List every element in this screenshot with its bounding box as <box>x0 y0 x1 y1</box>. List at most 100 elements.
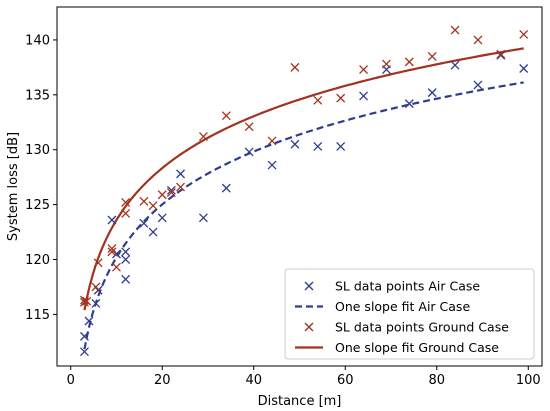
x-tick-label: 0 <box>67 373 75 388</box>
y-axis: 115 120 125 130 135 140 <box>25 33 57 323</box>
x-axis-label: Distance [m] <box>258 394 342 409</box>
data-point <box>473 80 483 90</box>
data-point <box>107 215 117 225</box>
data-point-stroke <box>221 183 231 193</box>
data-point <box>267 136 277 146</box>
data-point <box>450 60 460 70</box>
data-point-stroke <box>381 59 391 69</box>
data-point-stroke <box>107 247 117 257</box>
data-point-stroke <box>496 50 506 60</box>
data-point <box>381 59 391 69</box>
data-point <box>121 274 131 284</box>
data-point <box>359 65 369 75</box>
series-line <box>83 47 524 311</box>
data-point-stroke <box>336 141 346 151</box>
data-point-stroke <box>121 274 131 284</box>
data-point <box>148 201 158 211</box>
x-tick-label: 40 <box>245 373 262 388</box>
data-point-stroke <box>166 188 176 197</box>
data-point <box>473 35 483 45</box>
data-point-stroke <box>91 298 101 308</box>
data-point-stroke <box>404 57 414 67</box>
data-point <box>336 93 346 103</box>
data-point-stroke <box>450 60 460 70</box>
data-point-stroke <box>359 65 369 75</box>
plot-area <box>79 25 529 357</box>
data-point <box>107 244 117 253</box>
data-point <box>450 25 460 35</box>
data-point-stroke <box>290 62 300 72</box>
data-point-stroke <box>519 64 529 73</box>
data-point <box>139 196 149 206</box>
data-point-stroke <box>198 213 208 223</box>
legend-item: One slope fit Air Case <box>295 299 470 314</box>
data-point <box>496 49 506 59</box>
data-point <box>198 132 208 142</box>
data-point-stroke <box>313 95 323 105</box>
x-tick-label: 80 <box>428 373 445 388</box>
data-point-stroke <box>82 296 92 306</box>
data-point-stroke <box>267 136 277 146</box>
data-point <box>79 297 89 307</box>
legend-item: SL data points Air Case <box>304 279 480 294</box>
data-point <box>427 88 437 98</box>
data-point <box>244 147 254 157</box>
data-point <box>91 298 101 308</box>
data-point <box>496 50 506 60</box>
data-point-stroke <box>496 49 506 59</box>
data-point-stroke <box>473 80 483 90</box>
data-point <box>107 247 117 257</box>
data-point-stroke <box>221 111 231 121</box>
x-tick-label: 100 <box>516 373 541 388</box>
legend-item: SL data points Ground Case <box>304 320 509 335</box>
data-point <box>84 316 94 326</box>
data-point-stroke <box>473 35 483 45</box>
data-point <box>82 296 92 306</box>
data-point-stroke <box>148 227 158 237</box>
data-point <box>221 183 231 193</box>
data-point-stroke <box>121 208 131 218</box>
legend-box <box>284 268 535 360</box>
legend: SL data points Air Case One slope fit Air… <box>284 268 535 360</box>
data-point-stroke <box>148 201 158 211</box>
x-tick-label: 60 <box>337 373 354 388</box>
y-tick-label: 130 <box>25 143 50 158</box>
data-point-stroke <box>359 91 369 101</box>
legend-marker-swatch <box>304 281 314 291</box>
data-point-stroke <box>427 88 437 98</box>
data-point <box>91 282 101 292</box>
y-axis-label: System loss [dB] <box>6 132 21 241</box>
data-point <box>139 218 149 228</box>
x-axis: 0 20 40 60 80 100 <box>67 366 541 388</box>
data-point-stroke <box>198 132 208 142</box>
data-point <box>148 227 158 237</box>
legend-label: One slope fit Air Case <box>335 299 470 314</box>
data-point-stroke <box>79 347 89 357</box>
data-point <box>267 160 277 170</box>
data-point <box>336 141 346 151</box>
data-point-stroke <box>91 282 101 292</box>
data-point-stroke <box>121 247 131 257</box>
y-tick-label: 125 <box>25 198 50 213</box>
data-point-stroke <box>336 93 346 103</box>
data-point <box>290 62 300 72</box>
data-point-stroke <box>450 25 460 35</box>
data-point <box>79 295 89 305</box>
data-point <box>290 139 300 149</box>
data-point <box>79 347 89 357</box>
data-point-stroke <box>112 249 121 259</box>
data-point <box>313 141 323 151</box>
data-point-stroke <box>157 190 167 200</box>
data-point <box>221 111 231 121</box>
data-point <box>112 262 121 272</box>
data-point-stroke <box>84 316 94 326</box>
data-point <box>198 213 208 223</box>
data-point <box>359 91 369 101</box>
y-tick-label: 140 <box>25 33 50 48</box>
data-point <box>519 64 529 73</box>
data-point-stroke <box>79 331 89 341</box>
data-point <box>93 258 103 268</box>
data-point <box>404 99 414 109</box>
data-point-stroke <box>244 147 254 157</box>
